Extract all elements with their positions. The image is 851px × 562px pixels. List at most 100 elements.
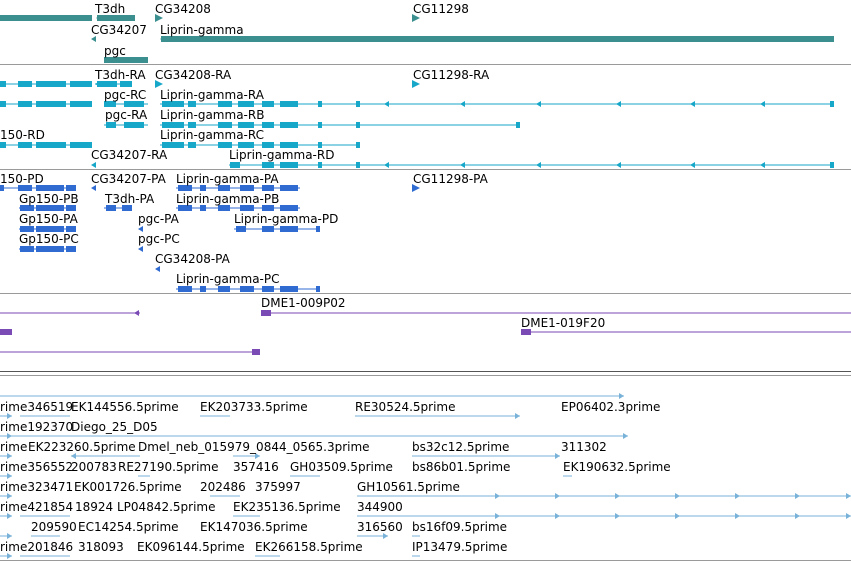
est-label[interactable]: RE27190.5prime [118, 460, 219, 474]
est-glyph[interactable] [846, 493, 851, 499]
est-label[interactable]: rime346519 [0, 400, 74, 414]
est-label[interactable]: 209590 [31, 520, 77, 534]
protein-label[interactable]: Liprin-gamma-PD [234, 212, 339, 226]
est-glyph[interactable] [383, 533, 388, 539]
est-label[interactable]: EC14254.5prime [78, 520, 179, 534]
protein-exon[interactable] [0, 185, 4, 191]
protein-exon[interactable] [200, 286, 206, 292]
protein-exon[interactable] [262, 286, 274, 292]
protein-exon[interactable] [36, 185, 64, 191]
transcript-exon[interactable] [218, 101, 232, 107]
protein-label[interactable]: Liprin-gamma-PB [176, 192, 280, 206]
transcript-exon[interactable] [280, 142, 298, 148]
gene-glyph[interactable] [155, 14, 163, 22]
transcript-glyph[interactable] [760, 101, 765, 107]
transcript-exon[interactable] [830, 162, 834, 168]
transcript-exon[interactable] [318, 162, 322, 168]
est-glyph[interactable] [555, 493, 560, 499]
transcript-label[interactable]: 150-RD [0, 128, 45, 142]
protein-exon[interactable] [262, 226, 274, 232]
protein-exon[interactable] [20, 246, 34, 252]
protein-exon[interactable] [316, 286, 320, 292]
transcript-exon[interactable] [830, 101, 834, 107]
protein-exon[interactable] [236, 226, 246, 232]
transcript-exon[interactable] [0, 101, 6, 107]
protein-exon[interactable] [66, 246, 76, 252]
est-label[interactable]: GH03509.5prime [290, 460, 393, 474]
transcript-exon[interactable] [356, 122, 360, 128]
gene-glyph[interactable] [97, 15, 135, 21]
transcript-exon[interactable] [238, 142, 254, 148]
protein-exon[interactable] [280, 185, 298, 191]
transcript-exon[interactable] [318, 142, 322, 148]
est-label[interactable]: rime323471 [0, 480, 74, 494]
gene-glyph[interactable] [0, 15, 92, 21]
est-glyph[interactable] [71, 453, 76, 459]
transcript-exon[interactable] [18, 81, 32, 87]
protein-exon[interactable] [66, 205, 76, 211]
clone-glyph[interactable] [134, 310, 139, 316]
protein-label[interactable]: CG11298-PA [413, 172, 488, 186]
transcript-exon[interactable] [70, 81, 92, 87]
transcript-glyph[interactable] [616, 162, 621, 168]
est-glyph[interactable] [7, 413, 12, 419]
transcript-exon[interactable] [70, 142, 92, 148]
transcript-glyph[interactable] [384, 162, 389, 168]
transcript-exon[interactable] [356, 142, 360, 148]
transcript-exon[interactable] [262, 162, 274, 168]
clone-glyph[interactable] [252, 349, 260, 355]
transcript-glyph[interactable] [460, 162, 465, 168]
protein-exon[interactable] [106, 205, 116, 211]
est-label[interactable]: 375997 [255, 480, 301, 494]
protein-exon[interactable] [122, 205, 132, 211]
est-label[interactable]: EK001726.5prime [74, 480, 182, 494]
transcript-exon[interactable] [0, 81, 6, 87]
transcript-exon[interactable] [106, 122, 116, 128]
clone-label[interactable]: DME1-009P02 [261, 296, 346, 310]
est-glyph[interactable] [555, 513, 560, 519]
transcript-exon[interactable] [120, 81, 132, 87]
protein-glyph[interactable] [155, 266, 160, 272]
transcript-exon[interactable] [36, 101, 66, 107]
protein-label[interactable]: Gp150-PC [19, 232, 79, 246]
transcript-exon[interactable] [356, 101, 360, 107]
protein-label[interactable]: Gp150-PB [19, 192, 79, 206]
est-glyph[interactable] [7, 453, 12, 459]
protein-exon[interactable] [280, 286, 298, 292]
transcript-exon[interactable] [36, 81, 66, 87]
est-label[interactable]: GH10561.5prime [357, 480, 460, 494]
gene-label[interactable]: CG34208 [155, 2, 211, 16]
transcript-exon[interactable] [262, 101, 274, 107]
est-label[interactable]: 18924 [75, 500, 114, 514]
transcript-exon[interactable] [97, 81, 117, 87]
protein-glyph[interactable] [138, 246, 143, 252]
protein-label[interactable]: pgc-PC [138, 232, 180, 246]
transcript-exon[interactable] [318, 122, 322, 128]
protein-exon[interactable] [316, 226, 320, 232]
transcript-exon[interactable] [0, 142, 6, 148]
transcript-exon[interactable] [262, 122, 274, 128]
protein-label[interactable]: CG34207-PA [91, 172, 166, 186]
protein-exon[interactable] [20, 226, 34, 232]
transcript-label[interactable]: pgc-RA [105, 108, 148, 122]
protein-exon[interactable] [262, 205, 274, 211]
protein-exon[interactable] [280, 226, 298, 232]
transcript-exon[interactable] [238, 122, 254, 128]
gene-label[interactable]: pgc [104, 44, 126, 58]
protein-glyph[interactable] [138, 226, 143, 232]
est-label[interactable]: 200783 [71, 460, 117, 474]
est-label[interactable]: EK190632.5prime [563, 460, 671, 474]
gene-label[interactable]: Liprin-gamma [160, 23, 244, 37]
transcript-glyph[interactable] [460, 101, 465, 107]
est-glyph[interactable] [255, 453, 260, 459]
transcript-exon[interactable] [70, 101, 92, 107]
transcript-label[interactable]: Liprin-gamma-RC [160, 128, 264, 142]
protein-exon[interactable] [36, 226, 64, 232]
est-label[interactable]: rime421854 [0, 500, 74, 514]
est-glyph[interactable] [735, 513, 740, 519]
transcript-glyph[interactable] [690, 162, 695, 168]
protein-exon[interactable] [178, 205, 192, 211]
transcript-exon[interactable] [162, 101, 184, 107]
transcript-exon[interactable] [162, 142, 184, 148]
est-label[interactable]: 311302 [561, 440, 607, 454]
